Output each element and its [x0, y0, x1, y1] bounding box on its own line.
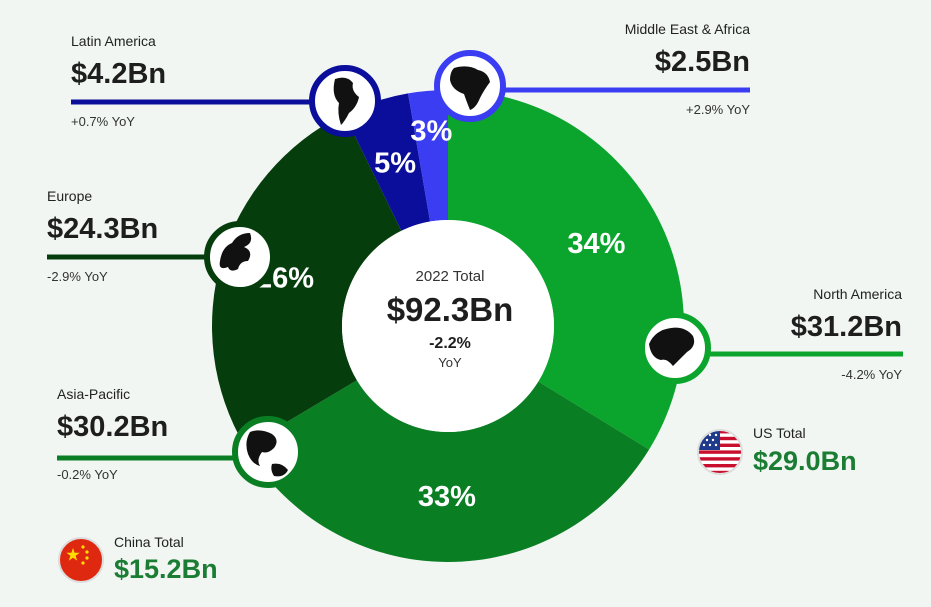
- donut-hole: [342, 220, 554, 432]
- legend-europe-value: $24.3Bn: [47, 213, 159, 245]
- legend-mea-value: $2.5Bn: [654, 46, 750, 78]
- europe-map-icon: [204, 221, 276, 293]
- center-total-value: $92.3Bn: [386, 291, 514, 328]
- center-total: 2022 Total $92.3Bn -2.2% YoY: [340, 268, 560, 370]
- percent-label-latin-america: 5%: [374, 147, 416, 179]
- legend-north-america-yoy: -4.2% YoY: [841, 367, 902, 382]
- legend-latin-america-yoy: +0.7% YoY: [71, 114, 135, 129]
- china-flag-icon: [57, 536, 105, 584]
- legend-asia-pacific-name: Asia-Pacific: [57, 386, 131, 402]
- china-total-label: China Total: [114, 534, 184, 550]
- north-america-map-icon: [639, 312, 711, 384]
- china-total-value: $15.2Bn: [114, 554, 218, 584]
- legend-latin-america-value: $4.2Bn: [71, 58, 167, 90]
- latin-america-map-icon: [309, 65, 381, 137]
- legend-mea-name: Middle East & Africa: [624, 21, 750, 37]
- slice-europe: [211, 114, 402, 447]
- legend-asia-pacific-value: $30.2Bn: [57, 411, 169, 443]
- center-yoy-value: -2.2%: [429, 335, 471, 352]
- slice-north-america: [448, 90, 684, 450]
- percent-label-north-america: 34%: [567, 228, 625, 260]
- africa-map-icon: [434, 50, 506, 122]
- asia-pacific-map-icon: [232, 416, 304, 488]
- us-total-label: US Total: [753, 425, 806, 441]
- center-yoy-label: YoY: [438, 355, 462, 370]
- legend-latin-america-name: Latin America: [71, 33, 156, 49]
- slice-mea: [408, 90, 448, 222]
- legend-north-america-value: $31.2Bn: [790, 311, 902, 343]
- legend-asia-pacific-yoy: -0.2% YoY: [57, 467, 118, 482]
- percent-label-mea: 3%: [410, 116, 452, 148]
- center-title: 2022 Total: [415, 268, 485, 285]
- legend-mea-yoy: +2.9% YoY: [686, 102, 750, 117]
- percent-label-asia-pacific: 33%: [418, 481, 476, 513]
- us-flag-icon: [696, 428, 744, 476]
- legend-europe-name: Europe: [47, 188, 93, 204]
- legend-north-america-name: North America: [813, 286, 902, 302]
- slice-asia-pacific: [245, 380, 650, 562]
- us-total-value: $29.0Bn: [753, 446, 857, 476]
- legend-europe-yoy: -2.9% YoY: [47, 269, 108, 284]
